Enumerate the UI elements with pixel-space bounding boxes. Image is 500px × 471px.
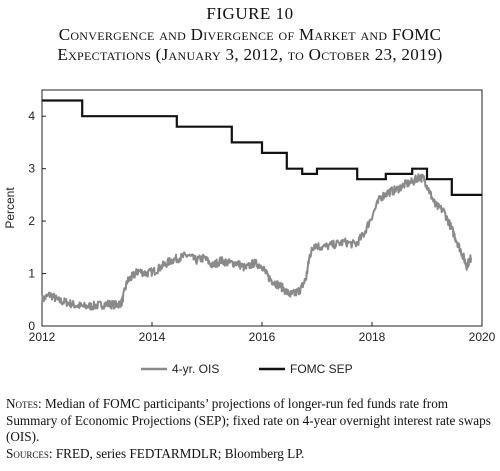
y-tick-label: 0 (28, 319, 35, 333)
x-tick-label: 2012 (29, 330, 56, 344)
figure-notes: Notes: Median of FOMC participants’ proj… (6, 396, 496, 462)
notes-text: Median of FOMC participants’ projections… (6, 396, 491, 444)
sources-paragraph: Sources: FRED, series FEDTARMDLR; Bloomb… (6, 446, 496, 463)
series-line-ois (41, 173, 472, 311)
y-tick-label: 1 (28, 267, 35, 281)
sources-label: Sources: (6, 445, 53, 461)
legend-label-ois: 4-yr. OIS (172, 362, 219, 376)
notes-paragraph: Notes: Median of FOMC participants’ proj… (6, 396, 496, 446)
line-chart: 2012 2014 2016 2018 2020 0 1 2 3 4 Percent 4-yr. … (3, 89, 496, 376)
figure-title-line2: Expectations (January 3, 2012, to Octobe… (57, 45, 443, 64)
chart-legend: 4-yr. OIS FOMC SEP (141, 362, 353, 376)
y-tick-label: 4 (28, 109, 35, 123)
chart-ticks: 2012 2014 2016 2018 2020 0 1 2 3 4 (28, 109, 495, 344)
series-line-fomc-sep (42, 99, 482, 197)
plot-frame (41, 89, 483, 327)
x-tick-label: 2020 (469, 330, 496, 344)
figure-title: Convergence and Divergence of Market and… (0, 25, 500, 65)
x-tick-label: 2014 (139, 330, 166, 344)
y-tick-label: 3 (28, 162, 35, 176)
legend-label-fomc: FOMC SEP (290, 362, 353, 376)
sources-text: FRED, series FEDTARMDLR; Bloomberg LP. (55, 445, 305, 461)
notes-label: Notes: (6, 396, 42, 411)
y-axis-label: Percent (3, 187, 17, 229)
chart-series (41, 99, 482, 311)
figure-number: FIGURE 10 (206, 4, 294, 23)
figure-title-line1: Convergence and Divergence of Market and… (58, 25, 442, 44)
x-tick-label: 2018 (359, 330, 386, 344)
y-tick-label: 2 (28, 214, 35, 228)
chart-axes (41, 89, 483, 327)
x-tick-label: 2016 (249, 330, 276, 344)
